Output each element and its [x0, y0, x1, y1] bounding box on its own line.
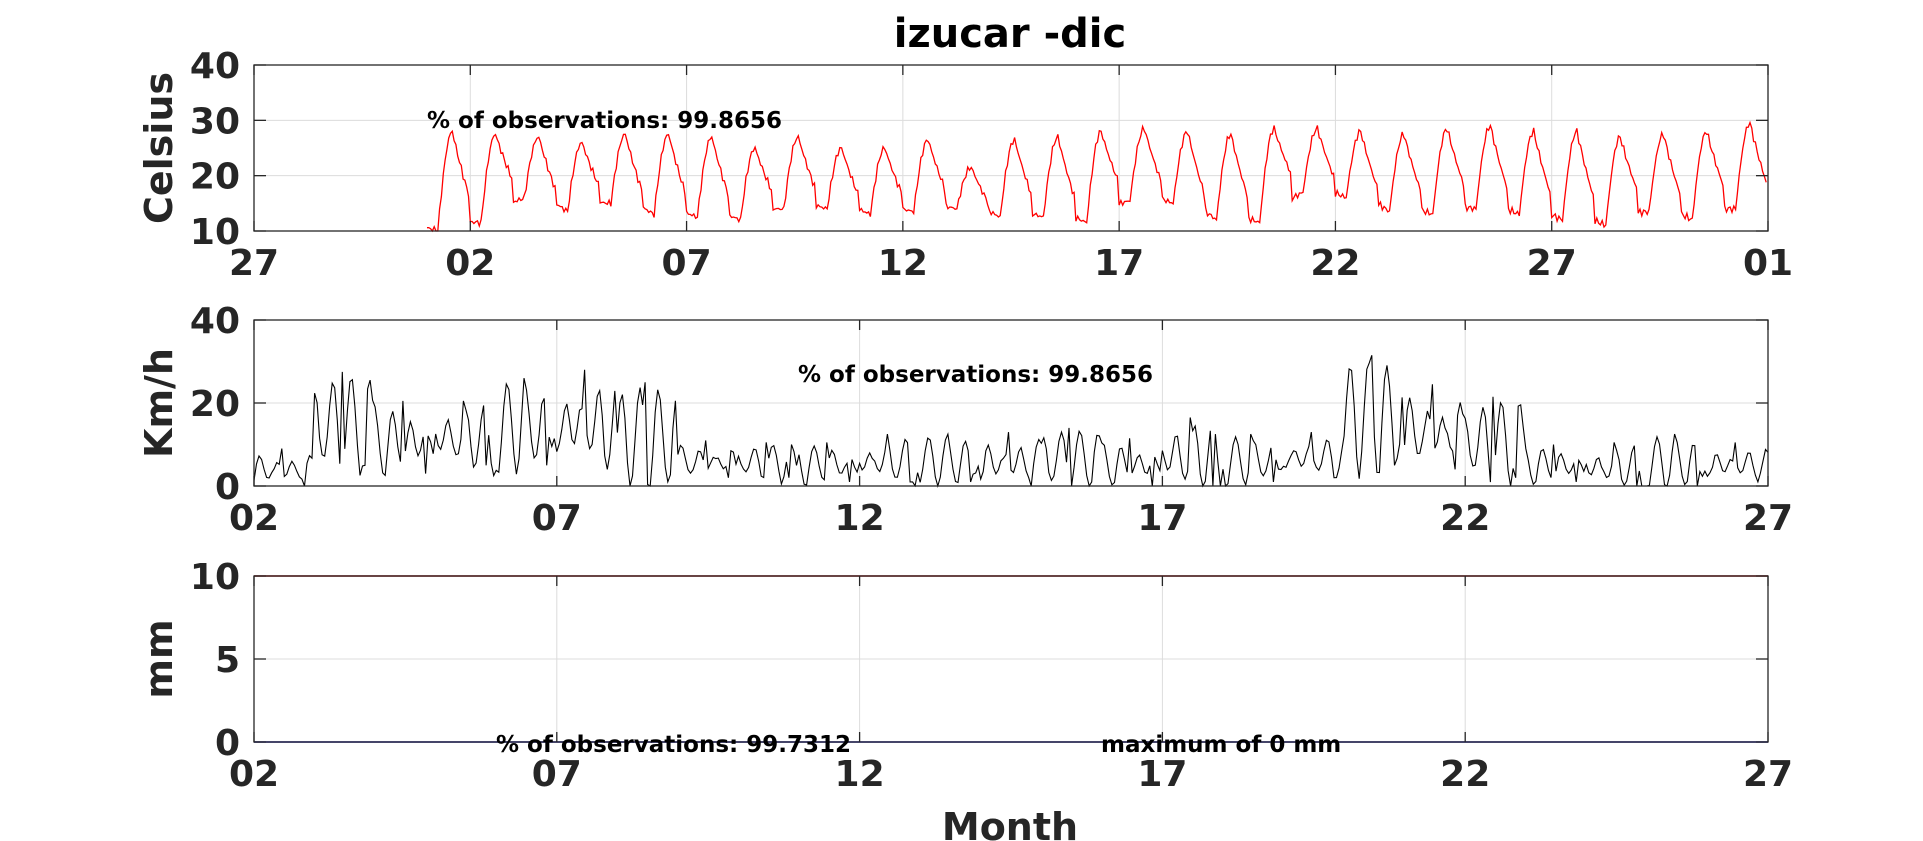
temperature-y-tick-label: 20 [190, 157, 240, 198]
temperature-y-tick-label: 40 [190, 46, 240, 87]
precipitation-x-tick-label: 17 [1137, 754, 1187, 795]
wind-x-tick-label: 12 [835, 498, 885, 539]
temperature-panel: 27 02 07 12 17 22 27 01 10 20 30 40 Celsius % of ob… [137, 46, 1793, 284]
temperature-x-tick-label: 27 [229, 243, 279, 284]
temperature-series-line [426, 120, 1767, 233]
wind-x-tick-label: 02 [229, 498, 279, 539]
wind-y-tick-label: 0 [215, 467, 240, 508]
temperature-x-tick-label: 07 [662, 243, 712, 284]
temperature-y-axis-label: Celsius [137, 72, 181, 224]
wind-x-tick-label: 17 [1137, 498, 1187, 539]
temperature-x-tick-label: 12 [878, 243, 928, 284]
wind-series-line [253, 355, 1769, 489]
precipitation-maximum-note: maximum of 0 mm [1101, 732, 1341, 758]
wind-x-tick-label: 22 [1440, 498, 1490, 539]
wind-panel: 02 07 12 17 22 27 0 20 40 Km/h % of observations… [137, 301, 1793, 539]
wind-x-tick-label: 07 [532, 498, 582, 539]
temperature-x-tick-label: 22 [1310, 243, 1360, 284]
temperature-x-tick-label: 27 [1527, 243, 1577, 284]
precipitation-observations-note: % of observations: 99.7312 [496, 732, 851, 758]
temperature-x-tick-label: 17 [1094, 243, 1144, 284]
precipitation-y-tick-label: 5 [215, 640, 240, 681]
temperature-x-tick-label: 02 [445, 243, 495, 284]
temperature-y-tick-label: 10 [190, 212, 240, 253]
wind-grid [254, 320, 1768, 486]
wind-y-axis-label: Km/h [137, 348, 181, 458]
temperature-ticks: 27 02 07 12 17 22 27 01 10 20 30 40 [190, 46, 1793, 284]
temperature-y-tick-label: 30 [190, 101, 240, 142]
precipitation-x-tick-label: 12 [835, 754, 885, 795]
precipitation-panel: 02 07 12 17 22 27 0 5 10 mm % of observations: 9… [137, 557, 1793, 795]
wind-x-tick-label: 27 [1743, 498, 1793, 539]
precipitation-x-tick-label: 22 [1440, 754, 1490, 795]
temperature-grid [254, 65, 1768, 231]
precipitation-y-tick-label: 0 [215, 723, 240, 764]
precipitation-y-axis-label: mm [137, 619, 181, 698]
wind-observations-note: % of observations: 99.8656 [798, 362, 1153, 388]
precipitation-ticks: 02 07 12 17 22 27 0 5 10 [190, 557, 1793, 795]
precipitation-y-tick-label: 10 [190, 557, 240, 598]
temperature-observations-note: % of observations: 99.8656 [427, 108, 782, 134]
temperature-x-tick-label: 01 [1743, 243, 1793, 284]
wind-y-tick-label: 40 [190, 301, 240, 342]
temperature-plot-area [254, 65, 1768, 231]
wind-ticks: 02 07 12 17 22 27 0 20 40 [190, 301, 1793, 539]
x-axis-label: Month [942, 805, 1078, 841]
chart-title: izucar -dic [894, 11, 1126, 57]
precipitation-x-tick-label: 07 [532, 754, 582, 795]
precipitation-x-tick-label: 27 [1743, 754, 1793, 795]
precipitation-grid [254, 576, 1768, 742]
wind-y-tick-label: 20 [190, 384, 240, 425]
precipitation-x-tick-label: 02 [229, 754, 279, 795]
temperature-axes-frame [253, 64, 1769, 232]
